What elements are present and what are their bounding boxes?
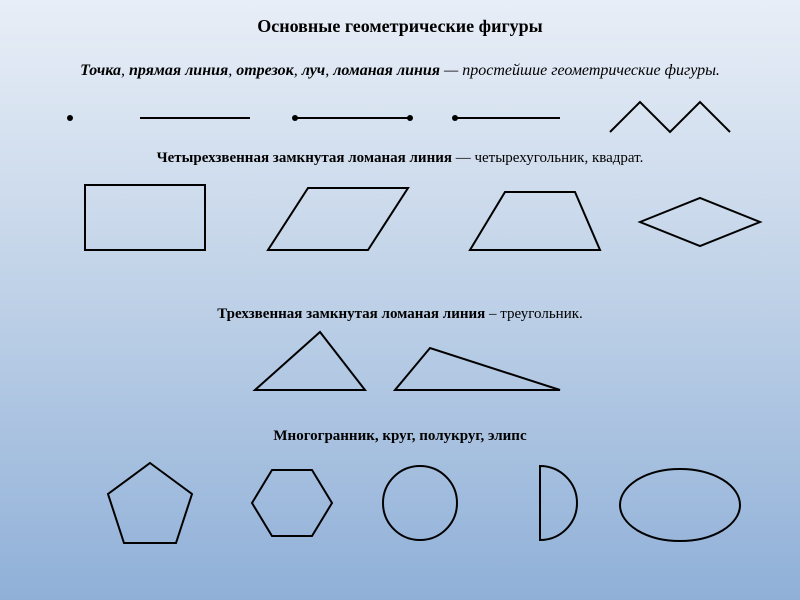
polygons-curves-row [0, 0, 800, 600]
semicircle-shape [540, 466, 577, 540]
slide-root: Основные геометрические фигуры Точка, пр… [0, 0, 800, 600]
circle-shape [383, 466, 457, 540]
hexagon-shape [252, 470, 332, 536]
pentagon-shape [108, 463, 192, 543]
ellipse-shape [620, 469, 740, 541]
